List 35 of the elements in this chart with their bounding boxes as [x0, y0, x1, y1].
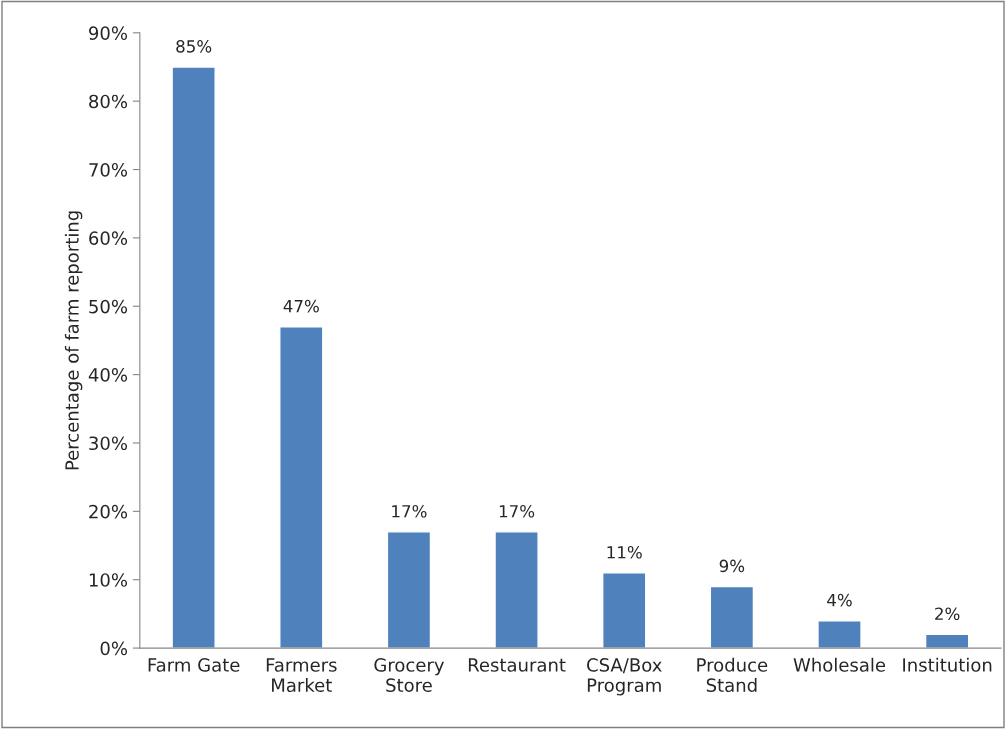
bar: [171, 66, 216, 649]
bar: [279, 326, 324, 649]
x-tick-label: Produce Stand: [697, 657, 768, 692]
y-tick-label: 60%: [89, 231, 128, 246]
data-label: 85%: [176, 40, 212, 53]
y-tick-label: 50%: [89, 299, 128, 314]
y-tick-label: 0%: [100, 641, 128, 656]
x-tick-label: Institution: [903, 657, 992, 672]
bar: [817, 620, 862, 649]
x-tick-label: CSA/Box Program: [587, 658, 662, 696]
bar: [601, 572, 647, 649]
x-tick-label: Grocery Store: [374, 658, 444, 692]
data-label: 4%: [827, 593, 852, 607]
x-tick-label: Wholesale: [793, 657, 886, 672]
bar: [709, 585, 755, 649]
y-tick-label: 70%: [89, 162, 128, 177]
bar: [494, 531, 539, 649]
y-axis-title: Percentage of farm reporting: [64, 211, 83, 470]
x-tick-label: Restaurant: [468, 658, 566, 672]
y-tick-label: 80%: [89, 94, 128, 109]
y-tick-label: 40%: [88, 368, 128, 382]
data-label: 9%: [719, 559, 745, 573]
data-label: 11%: [607, 545, 642, 559]
y-tick-label: 90%: [89, 26, 128, 40]
data-label: 17%: [392, 504, 427, 518]
x-tick-label: Farm Gate: [148, 658, 240, 672]
data-label: 47%: [283, 299, 319, 313]
data-label: 17%: [499, 504, 535, 518]
y-tick-label: 10%: [89, 573, 128, 587]
bar: [386, 531, 432, 649]
x-tick-label: Farmers Market: [266, 658, 337, 692]
y-tick-label: 20%: [89, 504, 128, 519]
data-label: 2%: [935, 607, 960, 621]
y-tick-label: 30%: [89, 436, 128, 451]
bar: [924, 633, 970, 649]
